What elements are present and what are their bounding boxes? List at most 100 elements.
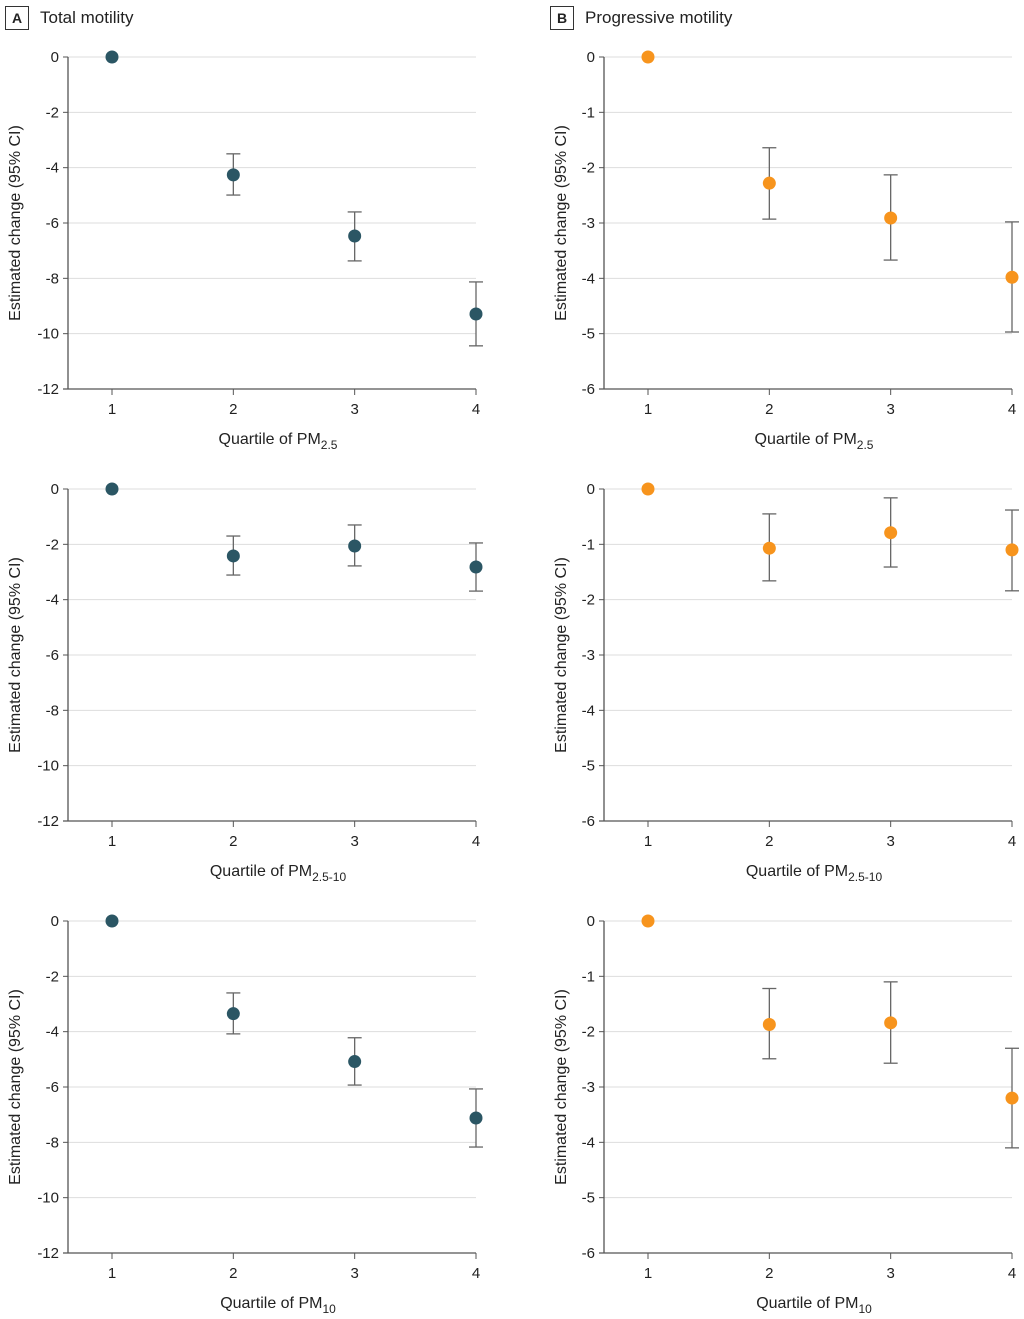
- data-point: [105, 50, 119, 64]
- x-tick-label: 4: [1008, 1265, 1016, 1282]
- x-tick-label: 3: [886, 833, 894, 850]
- data-point: [762, 541, 776, 555]
- data-point: [762, 1017, 776, 1031]
- x-tick-label: 1: [644, 833, 652, 850]
- data-point: [469, 1111, 483, 1125]
- y-tick-label: -6: [582, 381, 595, 398]
- y-tick-label: -3: [582, 1079, 595, 1096]
- y-tick-label: -4: [582, 702, 595, 719]
- y-tick-label: -2: [46, 104, 59, 121]
- y-tick-label: -6: [46, 1079, 59, 1096]
- y-tick-label: -5: [582, 326, 595, 343]
- data-point: [884, 1016, 898, 1030]
- y-tick-label: -1: [582, 536, 595, 553]
- x-tick-label: 4: [1008, 833, 1016, 850]
- x-axis-label-subscript: 2.5: [857, 438, 874, 452]
- x-axis-label-main: Quartile of PM: [219, 431, 321, 448]
- y-tick-label: -2: [46, 536, 59, 553]
- y-tick-label: -5: [582, 1190, 595, 1207]
- y-tick-label: -1: [582, 968, 595, 985]
- y-tick-label: -4: [46, 160, 59, 177]
- x-axis-label-subscript: 2.5-10: [312, 870, 346, 884]
- data-point: [226, 1007, 240, 1021]
- x-tick-label: 1: [644, 1265, 652, 1282]
- y-tick-label: -8: [46, 270, 59, 287]
- data-point: [1005, 543, 1019, 557]
- x-axis-label-main: Quartile of PM: [210, 863, 312, 880]
- x-tick-label: 4: [1008, 401, 1016, 418]
- x-axis-label-subscript: 10: [322, 1302, 336, 1316]
- x-axis-label: Quartile of PM2.5-10: [210, 863, 347, 884]
- y-tick-label: -2: [582, 160, 595, 177]
- y-tick-label: -3: [582, 647, 595, 664]
- x-tick-label: 4: [472, 1265, 480, 1282]
- y-tick-label: 0: [51, 49, 59, 66]
- y-axis-label: Estimated change (95% CI): [7, 557, 24, 753]
- data-point: [226, 168, 240, 182]
- x-axis-label-main: Quartile of PM: [746, 863, 848, 880]
- y-tick-label: -8: [46, 1134, 59, 1151]
- data-point: [1005, 270, 1019, 284]
- y-tick-label: -8: [46, 702, 59, 719]
- data-point: [641, 914, 655, 928]
- x-tick-label: 2: [229, 1265, 237, 1282]
- data-point: [348, 229, 362, 243]
- panel-a-header: A Total motility: [5, 6, 134, 30]
- y-axis-label: Estimated change (95% CI): [553, 989, 570, 1185]
- y-tick-label: -10: [37, 758, 59, 775]
- panel-b-header: B Progressive motility: [550, 6, 732, 30]
- panel-a-title: Total motility: [40, 8, 134, 27]
- x-axis-label-main: Quartile of PM: [756, 1295, 858, 1312]
- x-tick-label: 2: [229, 833, 237, 850]
- y-tick-label: 0: [587, 49, 595, 66]
- data-point: [469, 307, 483, 321]
- y-tick-label: -10: [37, 326, 59, 343]
- x-tick-label: 4: [472, 401, 480, 418]
- x-tick-label: 2: [765, 1265, 773, 1282]
- panel-b-title: Progressive motility: [585, 8, 733, 27]
- x-axis-label-main: Quartile of PM: [755, 431, 857, 448]
- y-axis-label: Estimated change (95% CI): [553, 557, 570, 753]
- y-tick-label: -6: [582, 1245, 595, 1262]
- y-tick-label: -6: [46, 647, 59, 664]
- x-tick-label: 1: [108, 833, 116, 850]
- x-tick-label: 2: [765, 401, 773, 418]
- data-point: [105, 914, 119, 928]
- x-axis-label: Quartile of PM2.5: [755, 431, 874, 452]
- data-point: [641, 482, 655, 496]
- y-tick-label: -4: [46, 592, 59, 609]
- x-axis-label: Quartile of PM10: [220, 1295, 336, 1316]
- x-tick-label: 3: [350, 833, 358, 850]
- x-tick-label: 2: [229, 401, 237, 418]
- data-point: [641, 50, 655, 64]
- x-tick-label: 3: [886, 401, 894, 418]
- x-axis-label-subscript: 10: [858, 1302, 872, 1316]
- y-tick-label: -2: [46, 968, 59, 985]
- x-tick-label: 1: [644, 401, 652, 418]
- x-axis-label: Quartile of PM2.5: [219, 431, 338, 452]
- x-axis-label-subscript: 2.5-10: [848, 870, 882, 884]
- y-tick-label: -12: [37, 381, 59, 398]
- panel-b-letter: B: [550, 6, 574, 30]
- y-axis-label: Estimated change (95% CI): [7, 125, 24, 321]
- y-tick-label: -10: [37, 1190, 59, 1207]
- x-axis-label-main: Quartile of PM: [220, 1295, 322, 1312]
- data-point: [348, 539, 362, 553]
- data-point: [884, 211, 898, 225]
- y-tick-label: 0: [587, 481, 595, 498]
- y-tick-label: 0: [51, 913, 59, 930]
- data-point: [762, 176, 776, 190]
- data-point: [1005, 1091, 1019, 1105]
- y-axis-label: Estimated change (95% CI): [7, 989, 24, 1185]
- x-axis-label: Quartile of PM2.5-10: [746, 863, 883, 884]
- y-tick-label: -2: [582, 592, 595, 609]
- x-tick-label: 1: [108, 1265, 116, 1282]
- y-tick-label: -12: [37, 813, 59, 830]
- x-axis-label: Quartile of PM10: [756, 1295, 872, 1316]
- y-tick-label: -1: [582, 104, 595, 121]
- y-tick-label: -4: [46, 1024, 59, 1041]
- x-tick-label: 3: [350, 1265, 358, 1282]
- y-tick-label: -6: [46, 215, 59, 232]
- x-tick-label: 1: [108, 401, 116, 418]
